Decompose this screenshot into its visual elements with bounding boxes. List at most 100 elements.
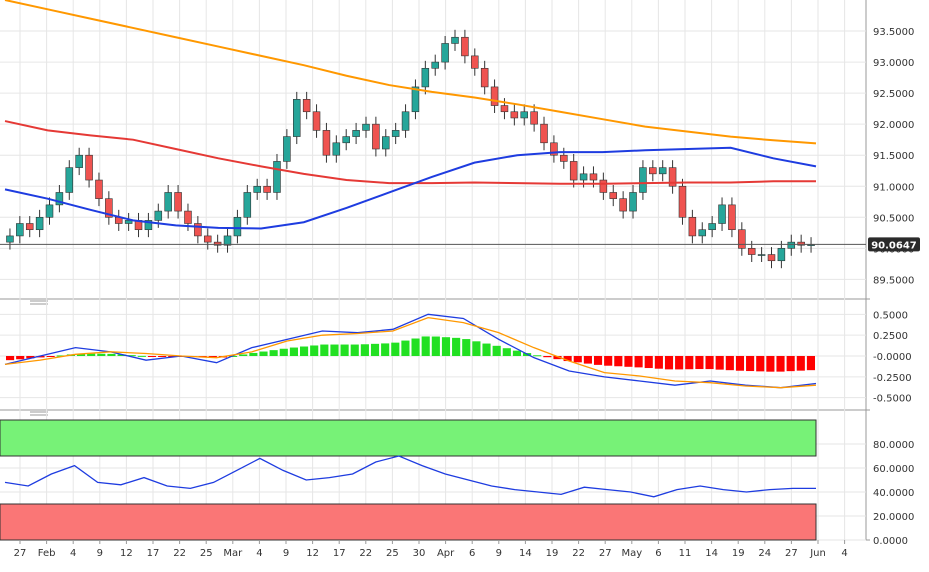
x-tick-label: 22 bbox=[359, 548, 372, 559]
y-tick-label-macd: -0.5000 bbox=[873, 394, 912, 405]
macd-histogram-bar bbox=[360, 344, 369, 356]
rsi-panel-resize-handle[interactable] bbox=[30, 411, 48, 416]
macd-histogram-bar bbox=[715, 356, 724, 370]
y-tick-label-price: 90.5000 bbox=[873, 213, 914, 224]
macd-histogram-bar bbox=[462, 339, 471, 356]
macd-histogram-bar bbox=[259, 351, 268, 356]
candle-up bbox=[777, 248, 786, 262]
macd-histogram-bar bbox=[452, 337, 461, 356]
macd-histogram-bar bbox=[16, 356, 25, 360]
candle-down bbox=[25, 223, 34, 231]
x-tick-label: 17 bbox=[333, 548, 346, 559]
rsi-line bbox=[4, 455, 816, 498]
x-tick-label: 6 bbox=[469, 548, 475, 559]
moving-average-line-0 bbox=[4, 0, 817, 145]
candle-down bbox=[500, 105, 509, 113]
macd-panel-resize-handle[interactable] bbox=[30, 300, 48, 305]
macd-histogram-bar bbox=[583, 356, 592, 364]
macd-histogram-bar bbox=[350, 344, 359, 356]
candlestick-series bbox=[6, 29, 815, 269]
macd-histogram-bar bbox=[431, 336, 440, 356]
candle-down bbox=[767, 254, 776, 262]
candle-up bbox=[401, 111, 410, 131]
macd-histogram-bar bbox=[624, 356, 633, 367]
candle-up bbox=[233, 216, 242, 237]
candle-down bbox=[649, 167, 657, 175]
candle-up bbox=[718, 204, 726, 224]
candle-up bbox=[639, 167, 647, 193]
macd-histogram-bar bbox=[766, 356, 775, 372]
x-tick-label: 27 bbox=[599, 548, 612, 559]
y-tick-label-price: 91.0000 bbox=[873, 182, 914, 193]
candle-up bbox=[421, 67, 430, 88]
macd-histogram-bar bbox=[147, 356, 157, 357]
y-tick-label-price: 93.0000 bbox=[873, 58, 914, 69]
candle-down bbox=[569, 161, 578, 181]
macd-histogram-bar bbox=[776, 356, 785, 372]
candle-up bbox=[698, 229, 707, 237]
candle-up bbox=[293, 99, 301, 137]
candle-down bbox=[105, 198, 113, 218]
rsi-overbought-zone bbox=[0, 419, 817, 457]
x-tick-label: 12 bbox=[120, 548, 133, 559]
macd-histogram-bar bbox=[492, 345, 501, 356]
candle-up bbox=[391, 130, 400, 137]
x-tick-label: 27 bbox=[14, 548, 27, 559]
candle-up bbox=[253, 185, 261, 193]
macd-histogram-bar bbox=[107, 353, 116, 356]
macd-histogram-bar bbox=[411, 338, 420, 356]
macd-histogram-bar bbox=[644, 356, 653, 369]
macd-histogram-bar bbox=[299, 346, 309, 356]
last-price-label: 90.0647 bbox=[871, 240, 917, 251]
x-tick-label: 6 bbox=[655, 548, 661, 559]
candle-down bbox=[688, 216, 697, 237]
macd-histogram-bar bbox=[117, 354, 126, 356]
macd-histogram-bar bbox=[806, 356, 815, 371]
candle-down bbox=[589, 173, 598, 181]
candle-down bbox=[668, 167, 677, 187]
candle-up bbox=[342, 136, 350, 144]
candle-down bbox=[95, 179, 103, 199]
y-tick-label-macd: 0.2500 bbox=[873, 331, 908, 342]
moving-average-line-1 bbox=[4, 120, 816, 185]
y-tick-label-rsi: 40.0000 bbox=[873, 488, 914, 499]
x-tick-label: 27 bbox=[785, 548, 798, 559]
candle-down bbox=[560, 154, 568, 162]
macd-histogram-bar bbox=[786, 356, 795, 372]
candle-up bbox=[164, 192, 172, 212]
grid-layer bbox=[0, 0, 866, 541]
x-tick-label: 11 bbox=[679, 548, 692, 559]
macd-histogram-bar bbox=[543, 356, 552, 358]
candle-down bbox=[599, 179, 608, 193]
y-tick-label-price: 92.5000 bbox=[873, 89, 914, 100]
macd-histogram-bar bbox=[76, 353, 86, 356]
rsi-zones bbox=[0, 419, 817, 541]
macd-histogram-bar bbox=[137, 355, 146, 357]
y-tick-label-rsi: 20.0000 bbox=[873, 512, 914, 523]
x-tick-label: 30 bbox=[413, 548, 426, 559]
candle-up bbox=[629, 192, 637, 212]
macd-histogram-bar bbox=[685, 356, 694, 370]
macd-histogram-bar bbox=[664, 356, 674, 370]
macd-histogram-bar bbox=[746, 356, 755, 372]
candle-down bbox=[263, 185, 271, 193]
candle-up bbox=[144, 220, 153, 231]
candle-down bbox=[728, 204, 736, 231]
x-tick-label: 9 bbox=[97, 548, 103, 559]
x-tick-label: 14 bbox=[519, 548, 532, 559]
candle-down bbox=[747, 248, 756, 255]
x-tick-label: Feb bbox=[38, 548, 56, 559]
y-tick-label-price: 91.5000 bbox=[873, 151, 914, 162]
macd-histogram-bar bbox=[229, 355, 238, 357]
macd-signal-line bbox=[4, 316, 817, 389]
macd-histogram-bar bbox=[604, 356, 613, 366]
candle-up bbox=[441, 43, 449, 63]
macd-histogram-bar bbox=[796, 356, 805, 371]
macd-histogram-bar bbox=[87, 353, 96, 356]
x-tick-label: 12 bbox=[306, 548, 319, 559]
candle-up bbox=[787, 241, 796, 249]
macd-histogram-bar bbox=[370, 343, 380, 356]
candle-down bbox=[540, 123, 548, 144]
macd-histogram-bar bbox=[127, 355, 136, 357]
